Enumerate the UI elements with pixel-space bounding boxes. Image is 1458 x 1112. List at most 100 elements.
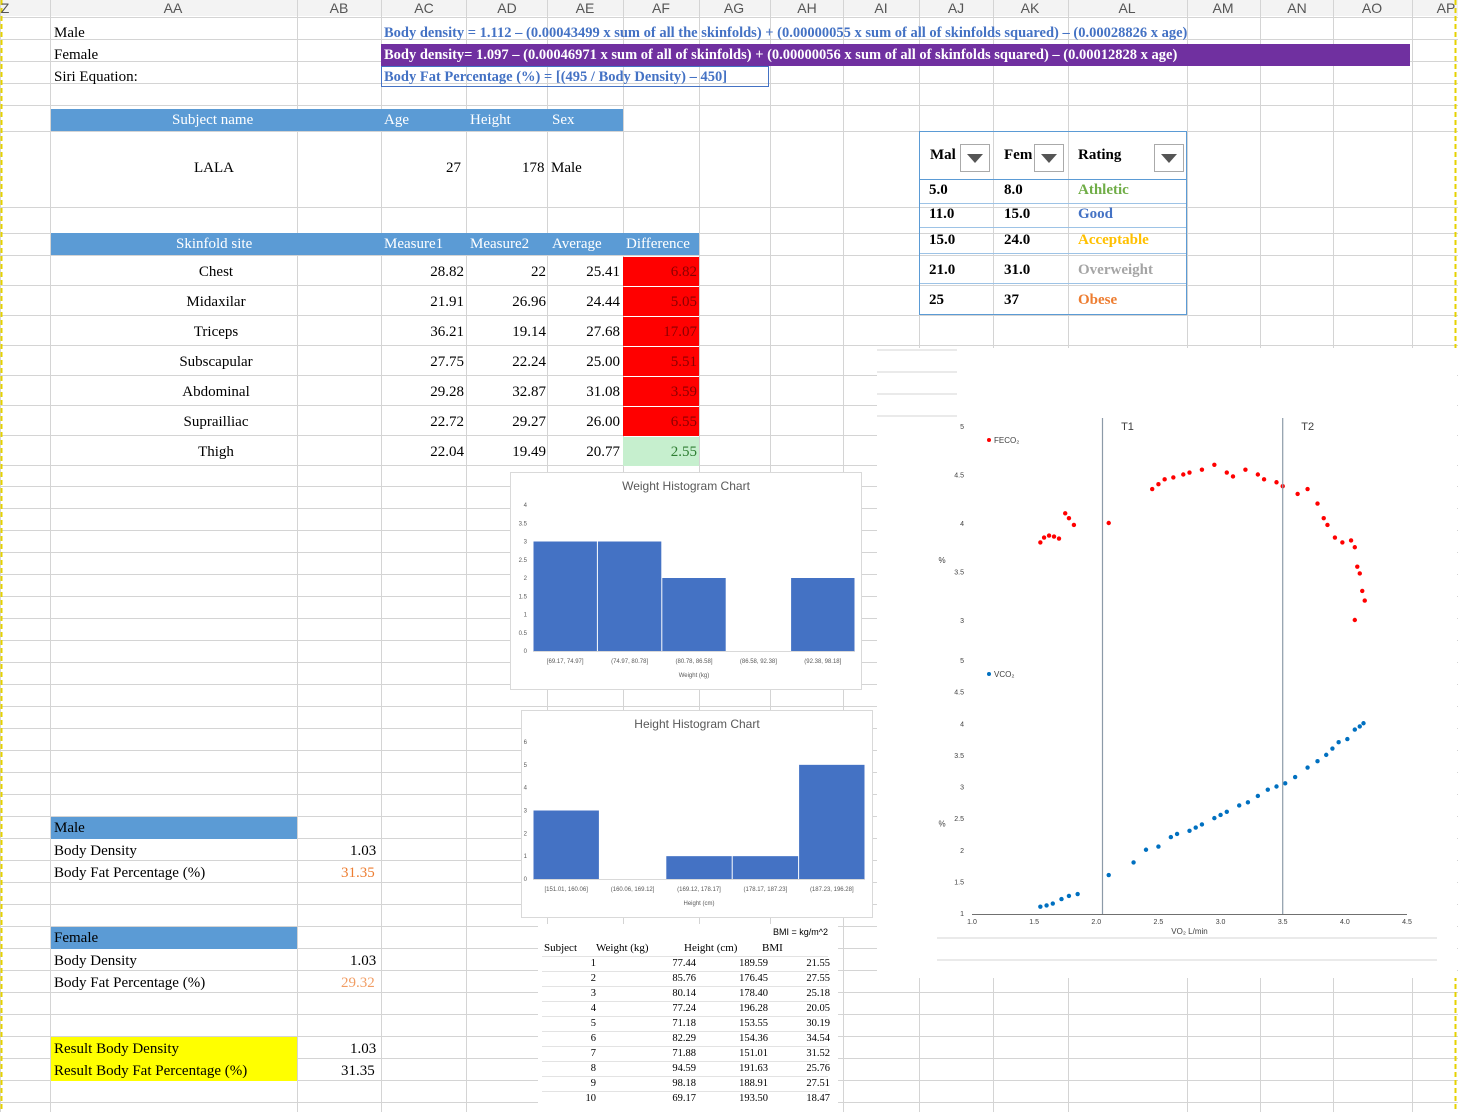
bmi-cell-7-1[interactable]: 94.59 [672, 1063, 696, 1074]
bmi-cell-5-1[interactable]: 82.29 [672, 1033, 696, 1044]
bmi-cell-9-1[interactable]: 69.17 [672, 1093, 696, 1104]
column-header-ak[interactable]: AK [1020, 0, 1040, 16]
rating-female-2[interactable]: 24.0 [1004, 232, 1031, 248]
weight-histogram-panel[interactable]: Weight Histogram Chart 0 0.5 1 1.5 2 2.5 3 3.5 4 [… [510, 472, 862, 690]
average-cell-1[interactable]: 24.44 [586, 294, 620, 310]
bmi-cell-5-3[interactable]: 34.54 [806, 1033, 830, 1044]
measure1-cell-6[interactable]: 22.04 [430, 444, 464, 460]
bmi-cell-8-1[interactable]: 98.18 [672, 1078, 696, 1089]
rating-female-4[interactable]: 37 [1004, 292, 1019, 308]
bmi-cell-7-0[interactable]: 8 [590, 1063, 596, 1074]
rating-label-4[interactable]: Obese [1078, 292, 1118, 308]
column-header-am[interactable]: AM [1212, 0, 1234, 16]
rating-male-2[interactable]: 15.0 [929, 232, 956, 248]
measure2-cell-5[interactable]: 29.27 [512, 414, 546, 430]
subject-sex[interactable]: Male [551, 160, 582, 176]
rating-filter-dropdown-icon[interactable] [1154, 144, 1184, 172]
rating-male-3[interactable]: 21.0 [929, 262, 956, 278]
bmi-cell-6-1[interactable]: 71.88 [672, 1048, 696, 1059]
bmi-cell-3-2[interactable]: 196.28 [739, 1003, 768, 1014]
average-cell-5[interactable]: 26.00 [586, 414, 620, 430]
bmi-cell-1-2[interactable]: 176.45 [739, 973, 768, 984]
bmi-table-panel[interactable]: BMI = kg/m^2 Subject Weight (kg) Height (c… [538, 924, 838, 1112]
subject-age[interactable]: 27 [446, 160, 461, 176]
measure1-cell-0[interactable]: 28.82 [430, 264, 464, 280]
difference-cell-2[interactable]: 17.07 [623, 317, 699, 346]
bmi-cell-0-3[interactable]: 21.55 [806, 958, 830, 969]
bmi-cell-4-3[interactable]: 30.19 [806, 1018, 830, 1029]
bmi-cell-5-2[interactable]: 154.36 [739, 1033, 768, 1044]
final-bf-value[interactable]: 31.35 [341, 1063, 375, 1079]
rating-label-3[interactable]: Overweight [1078, 262, 1153, 278]
bmi-cell-2-1[interactable]: 80.14 [672, 988, 696, 999]
bmi-cell-6-2[interactable]: 151.01 [739, 1048, 768, 1059]
column-header-z[interactable]: Z [0, 0, 10, 16]
rating-label-2[interactable]: Acceptable [1078, 232, 1149, 248]
rating-label-1[interactable]: Good [1078, 206, 1114, 222]
measure2-cell-4[interactable]: 32.87 [512, 384, 546, 400]
average-cell-3[interactable]: 25.00 [586, 354, 620, 370]
female-density-value[interactable]: 1.03 [350, 953, 377, 969]
measure1-cell-5[interactable]: 22.72 [430, 414, 464, 430]
difference-cell-5[interactable]: 6.55 [623, 407, 699, 436]
bmi-cell-8-3[interactable]: 27.51 [806, 1078, 830, 1089]
subject-height[interactable]: 178 [522, 160, 545, 176]
bmi-cell-9-3[interactable]: 18.47 [806, 1093, 830, 1104]
rating-female-3[interactable]: 31.0 [1004, 262, 1031, 278]
bmi-cell-7-3[interactable]: 25.76 [806, 1063, 830, 1074]
average-cell-2[interactable]: 27.68 [586, 324, 620, 340]
male-bf-value[interactable]: 31.35 [341, 865, 375, 881]
column-header-al[interactable]: AL [1118, 0, 1136, 16]
column-header-ai[interactable]: AI [874, 0, 888, 16]
bmi-cell-2-2[interactable]: 178.40 [739, 988, 768, 999]
bmi-cell-7-2[interactable]: 191.63 [739, 1063, 768, 1074]
average-cell-0[interactable]: 25.41 [586, 264, 620, 280]
male-density-value[interactable]: 1.03 [350, 843, 377, 859]
column-header-ap[interactable]: AP [1436, 0, 1456, 16]
measure2-cell-6[interactable]: 19.49 [512, 444, 546, 460]
measure2-cell-3[interactable]: 22.24 [512, 354, 546, 370]
female-bf-value[interactable]: 29.32 [341, 975, 375, 991]
average-cell-6[interactable]: 20.77 [586, 444, 620, 460]
male-filter-dropdown-icon[interactable] [960, 144, 990, 172]
bmi-cell-6-0[interactable]: 7 [590, 1048, 596, 1059]
bmi-cell-3-1[interactable]: 77.24 [672, 1003, 696, 1014]
column-header-ag[interactable]: AG [723, 0, 745, 16]
subject-name[interactable]: LALA [194, 160, 234, 176]
measure1-cell-1[interactable]: 21.91 [430, 294, 464, 310]
bmi-cell-3-3[interactable]: 20.05 [806, 1003, 830, 1014]
column-header-ab[interactable]: AB [329, 0, 349, 16]
female-equation[interactable]: Body density= 1.097 – (0.00046971 x sum … [384, 47, 1178, 63]
final-density-value[interactable]: 1.03 [350, 1041, 377, 1057]
measure1-cell-4[interactable]: 29.28 [430, 384, 464, 400]
bmi-cell-9-0[interactable]: 10 [585, 1093, 597, 1104]
male-equation[interactable]: Body density = 1.112 – (0.00043499 x sum… [384, 25, 1188, 41]
rating-female-0[interactable]: 8.0 [1004, 182, 1023, 198]
measure1-cell-2[interactable]: 36.21 [430, 324, 464, 340]
measure2-cell-0[interactable]: 22 [531, 264, 546, 280]
rating-male-1[interactable]: 11.0 [929, 206, 955, 222]
bmi-cell-8-2[interactable]: 188.91 [739, 1078, 768, 1089]
difference-cell-4[interactable]: 3.59 [623, 377, 699, 406]
bmi-cell-4-2[interactable]: 153.55 [739, 1018, 768, 1029]
column-header-ao[interactable]: AO [1361, 0, 1383, 16]
column-header-af[interactable]: AF [652, 0, 670, 16]
bmi-cell-4-1[interactable]: 71.18 [672, 1018, 696, 1029]
bmi-cell-8-0[interactable]: 9 [590, 1078, 596, 1089]
vo2-chart-panel[interactable]: 3 3.5 4 4.5 5% FECO₂ 1 1.5 2 2.5 3 3.5 4 4.5 5% VCO₂ 1.0… [877, 348, 1457, 978]
column-header-ah[interactable]: AH [797, 0, 817, 16]
difference-cell-6[interactable]: 2.55 [623, 437, 699, 466]
column-header-an[interactable]: AN [1287, 0, 1307, 16]
bmi-cell-0-1[interactable]: 77.44 [672, 958, 696, 969]
measure1-cell-3[interactable]: 27.75 [430, 354, 464, 370]
bmi-cell-1-3[interactable]: 27.55 [806, 973, 830, 984]
measure2-cell-2[interactable]: 19.14 [512, 324, 546, 340]
rating-male-4[interactable]: 25 [929, 292, 944, 308]
bmi-cell-5-0[interactable]: 6 [590, 1033, 596, 1044]
siri-equation[interactable]: Body Fat Percentage (%) = [(495 / Body D… [384, 69, 728, 85]
bmi-cell-0-2[interactable]: 189.59 [739, 958, 768, 969]
height-histogram-panel[interactable]: Height Histogram Chart 0 1 2 3 4 5 6 [151.01, 16… [521, 710, 873, 918]
rating-female-1[interactable]: 15.0 [1004, 206, 1031, 222]
column-header-aj[interactable]: AJ [947, 0, 965, 16]
difference-cell-3[interactable]: 5.51 [623, 347, 699, 376]
